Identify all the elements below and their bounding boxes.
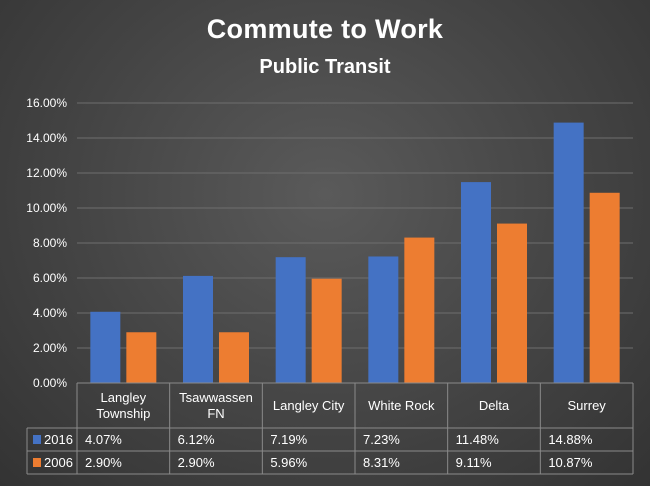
- bar-2006-2: [311, 278, 342, 383]
- data-label-2006-2: 5.96%: [270, 455, 307, 470]
- data-label-2006-1: 2.90%: [178, 455, 215, 470]
- data-label-2006-4: 9.11%: [456, 455, 492, 470]
- data-label-2016-2: 7.19%: [270, 432, 307, 447]
- legend-key-2006: [33, 458, 41, 467]
- data-label-2016-0: 4.07%: [85, 432, 122, 447]
- chart-title: Commute to Work: [206, 14, 444, 44]
- bar-2016-2: [275, 257, 306, 383]
- data-label-2006-5: 10.87%: [548, 455, 593, 470]
- y-tick-label: 8.00%: [33, 236, 67, 250]
- bar-2016-1: [183, 275, 213, 383]
- bar-2006-5: [589, 192, 620, 383]
- y-tick-label: 6.00%: [33, 271, 67, 285]
- y-tick-label: 2.00%: [33, 341, 67, 355]
- bar-2006-4: [497, 223, 527, 383]
- bar-2016-4: [461, 182, 491, 383]
- bar-2016-0: [90, 311, 121, 383]
- category-label: Township: [96, 406, 150, 421]
- category-label: Delta: [479, 398, 510, 413]
- category-label: Surrey: [568, 398, 607, 413]
- bar-2006-1: [219, 332, 249, 383]
- bar-2016-5: [553, 122, 584, 383]
- y-tick-label: 4.00%: [33, 306, 67, 320]
- data-label-2016-5: 14.88%: [548, 432, 593, 447]
- legend-label-2016: 2016: [44, 432, 73, 447]
- bar-2006-3: [404, 237, 435, 383]
- data-label-2016-1: 6.12%: [178, 432, 215, 447]
- bar-2016-3: [368, 256, 399, 383]
- data-label-2016-3: 7.23%: [363, 432, 400, 447]
- category-label: Langley City: [273, 398, 345, 413]
- chart-subtitle: Public Transit: [259, 56, 391, 78]
- y-tick-label: 10.00%: [26, 201, 67, 215]
- legend-label-2006: 2006: [44, 455, 73, 470]
- y-tick-label: 12.00%: [26, 166, 67, 180]
- y-tick-label: 0.00%: [33, 376, 67, 390]
- y-tick-label: 14.00%: [26, 131, 67, 145]
- category-label: FN: [207, 406, 224, 421]
- category-label: White Rock: [368, 398, 435, 413]
- category-label: Tsawwassen: [179, 390, 253, 405]
- category-label: Langley: [101, 390, 147, 405]
- y-tick-label: 16.00%: [26, 96, 67, 110]
- data-label-2006-3: 8.31%: [363, 455, 400, 470]
- bar-2006-0: [126, 332, 157, 383]
- data-label-2016-4: 11.48%: [456, 432, 500, 447]
- legend-key-2016: [33, 435, 41, 444]
- data-label-2006-0: 2.90%: [85, 455, 122, 470]
